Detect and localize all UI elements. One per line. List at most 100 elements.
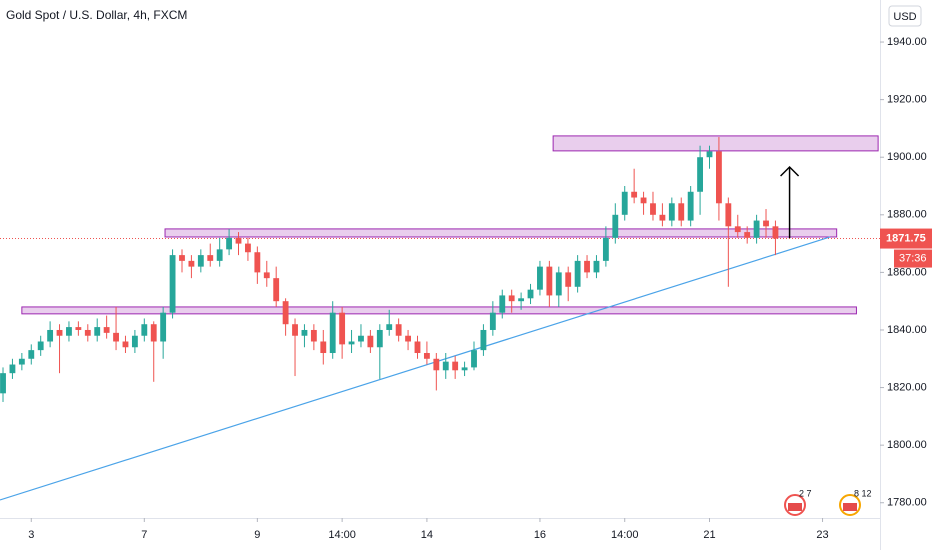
candle-body <box>84 329 91 336</box>
y-tick-label: 1820.00 <box>887 381 927 393</box>
candle-body <box>442 361 449 371</box>
x-tick-label: 7 <box>141 529 147 541</box>
arrow-head <box>780 165 800 177</box>
candle-body <box>527 289 534 299</box>
candle-body <box>329 312 336 354</box>
candle-body <box>602 237 609 261</box>
candle-body <box>358 335 364 342</box>
y-tick-label: 1920.00 <box>887 94 927 106</box>
candle-body <box>141 324 148 336</box>
candle-body <box>292 324 298 336</box>
candle-body <box>245 243 251 253</box>
candle-body <box>376 329 383 348</box>
candle-body <box>499 295 506 313</box>
candle-body <box>169 255 176 313</box>
x-tick-label: 16 <box>534 529 546 541</box>
candle-body <box>310 329 317 342</box>
candle-body <box>113 332 119 342</box>
candle-body <box>433 358 440 371</box>
candle-body <box>763 220 769 227</box>
candle-body <box>301 329 308 336</box>
candle-body <box>678 203 685 221</box>
y-tick-label: 1800.00 <box>887 439 927 451</box>
candle-body <box>367 335 374 348</box>
price-tag-label: 1871.75 <box>886 232 926 244</box>
currency-button[interactable] <box>888 5 922 27</box>
countdown-tag <box>894 249 932 268</box>
candle-body <box>160 312 167 342</box>
candle-body <box>47 329 54 342</box>
zone <box>164 228 838 238</box>
candle-body <box>565 272 572 287</box>
y-tick-label: 1860.00 <box>887 266 927 278</box>
candle-body <box>9 364 16 374</box>
currency-label[interactable]: USD <box>893 11 916 23</box>
candle-body <box>216 249 223 261</box>
candle-body <box>405 335 411 342</box>
candle-body <box>650 203 656 215</box>
candle-body <box>273 278 280 302</box>
candle-body <box>697 157 704 192</box>
candle-body <box>75 327 82 330</box>
candle-body <box>725 203 732 227</box>
candle-body <box>235 237 242 244</box>
candle-body <box>593 260 600 273</box>
candle-body <box>612 214 619 238</box>
zone <box>21 306 857 315</box>
price-tag <box>880 228 932 249</box>
candle-body <box>18 358 25 365</box>
candle-body <box>122 341 129 348</box>
candle-body <box>103 327 110 333</box>
x-tick-label: 14:00 <box>328 529 356 541</box>
zone <box>552 135 879 152</box>
candle-body <box>339 312 346 345</box>
candle-body <box>56 329 63 336</box>
y-tick-label: 1780.00 <box>887 497 927 509</box>
x-tick-label: 3 <box>28 529 34 541</box>
candle-body <box>94 327 101 336</box>
y-tick-label: 1840.00 <box>887 324 927 336</box>
event-flag <box>788 503 802 511</box>
candle-body <box>179 255 185 261</box>
candle-body <box>753 220 760 238</box>
candle-body <box>386 324 393 330</box>
candle-body <box>706 151 713 158</box>
x-tick-label: 14 <box>421 529 433 541</box>
candle-body <box>508 295 515 302</box>
x-tick-label: 9 <box>254 529 260 541</box>
event-label: 8 12 <box>854 488 872 498</box>
candle-body <box>188 260 195 267</box>
x-tick-label: 14:00 <box>611 529 639 541</box>
candle-body <box>320 341 327 354</box>
candle-body <box>207 255 214 261</box>
candle-body <box>772 226 779 239</box>
event-flag <box>843 503 857 511</box>
countdown-label: 37:36 <box>899 252 927 264</box>
candle-body <box>631 191 638 198</box>
candle-body <box>131 335 138 348</box>
candle-body <box>461 367 468 371</box>
candle-body <box>584 260 590 273</box>
candle-body <box>668 203 675 221</box>
candle-body <box>555 272 562 296</box>
candle-body <box>414 341 421 354</box>
candle-body <box>574 260 581 287</box>
candle-body <box>471 350 477 368</box>
candle-body <box>744 232 751 238</box>
candle-body <box>489 312 496 330</box>
y-tick-label: 1880.00 <box>887 209 927 221</box>
candle-body <box>226 237 233 250</box>
candle-body <box>254 252 261 273</box>
candle-body <box>687 191 694 221</box>
candle-body <box>423 353 430 359</box>
candle-body <box>480 329 487 351</box>
trendline <box>0 236 831 501</box>
candle-body <box>37 341 44 351</box>
candle-body <box>452 361 459 371</box>
x-tick-label: 23 <box>816 529 828 541</box>
candle-body <box>282 301 289 325</box>
event-label: 2 7 <box>799 488 812 498</box>
y-tick-label: 1900.00 <box>887 151 927 163</box>
